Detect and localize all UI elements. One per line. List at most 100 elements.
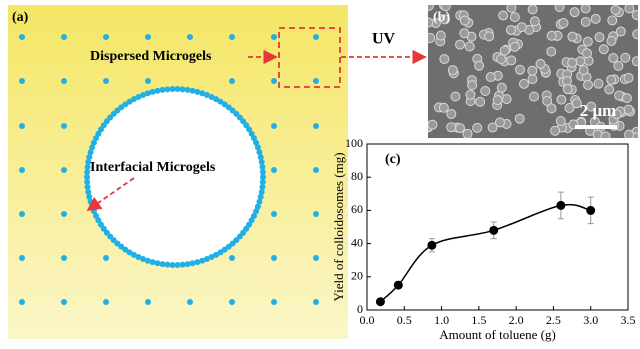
particle	[460, 29, 469, 38]
microgel	[19, 255, 25, 261]
microgel	[229, 255, 235, 261]
particle	[506, 25, 515, 34]
y-tick-label: 80	[351, 169, 363, 183]
y-tick-label: 0	[357, 302, 363, 316]
particle	[499, 11, 508, 20]
sem-image	[424, 1, 640, 142]
particle	[568, 58, 577, 67]
microgel	[271, 34, 277, 40]
particle	[460, 16, 469, 25]
x-tick-label: 1.5	[471, 313, 486, 327]
particle	[624, 73, 633, 82]
particle	[563, 85, 572, 94]
particle	[625, 4, 634, 13]
annotation: UV	[372, 31, 396, 48]
microgel	[19, 211, 25, 217]
particle	[583, 37, 592, 46]
panel-label: (c)	[385, 152, 401, 167]
particle	[447, 109, 456, 118]
microgel	[271, 255, 277, 261]
particle	[530, 17, 539, 26]
x-tick-label: 0.5	[397, 313, 412, 327]
microgel	[19, 167, 25, 173]
data-point	[376, 297, 385, 306]
particle	[473, 123, 482, 132]
particle	[536, 59, 545, 68]
interfacial-microgel	[260, 169, 266, 175]
particle	[424, 18, 433, 27]
microgel	[103, 255, 109, 261]
particle	[424, 1, 433, 10]
microgel	[61, 211, 67, 217]
microgel	[313, 211, 319, 217]
microgel	[19, 123, 25, 129]
particle	[601, 132, 610, 141]
annotation: Interfacial Microgels	[90, 160, 216, 175]
particle	[581, 4, 590, 13]
microgel	[229, 34, 235, 40]
data-point	[556, 201, 565, 210]
y-tick-label: 40	[351, 235, 363, 249]
particle	[475, 61, 484, 70]
x-tick-label: 3.5	[621, 313, 636, 327]
particle	[557, 95, 566, 104]
particle	[519, 79, 528, 88]
particle	[426, 34, 435, 43]
data-point	[427, 241, 436, 250]
particle	[568, 32, 577, 41]
particle	[622, 94, 631, 103]
x-tick-label: 2.0	[509, 313, 524, 327]
microgel	[229, 78, 235, 84]
particle	[515, 114, 524, 123]
x-axis-label: Amount of toluene (g)	[439, 327, 556, 342]
particle	[440, 55, 449, 64]
microgel	[229, 299, 235, 305]
particle	[632, 57, 640, 66]
particle	[515, 65, 524, 74]
particle	[599, 45, 608, 54]
plot-frame	[367, 144, 628, 310]
particle	[497, 83, 506, 92]
microgel	[313, 299, 319, 305]
annotation: Dispersed Microgels	[90, 49, 212, 64]
particle	[607, 75, 616, 84]
microgel	[313, 255, 319, 261]
data-point	[586, 206, 595, 215]
particle	[476, 97, 485, 106]
particle	[609, 53, 618, 62]
particle	[485, 32, 494, 41]
particle	[621, 53, 630, 62]
particle	[632, 11, 640, 20]
panel-label: (a)	[12, 10, 29, 25]
microgel	[103, 299, 109, 305]
particle	[551, 126, 560, 135]
microgel	[19, 78, 25, 84]
microgel	[61, 167, 67, 173]
particle	[497, 55, 506, 64]
microgel	[61, 34, 67, 40]
particle	[555, 3, 564, 12]
y-tick-label: 100	[345, 136, 363, 150]
data-point	[489, 226, 498, 235]
figure: (a) Dispersed Microgels Interfacial Micr…	[0, 0, 640, 344]
particle	[500, 46, 509, 55]
particle	[517, 23, 526, 32]
particle	[570, 8, 579, 17]
particle	[528, 66, 537, 75]
microgel	[271, 123, 277, 129]
scale-bar	[575, 125, 617, 129]
y-axis-label: Yield of colloidosomes (mg)	[331, 152, 346, 301]
microgel	[103, 34, 109, 40]
microgel	[61, 123, 67, 129]
particle	[591, 14, 600, 23]
particle	[556, 117, 565, 126]
particle	[559, 19, 568, 28]
scale-bar-label: 2 μm	[580, 101, 617, 120]
particle	[528, 75, 537, 84]
particle	[595, 33, 604, 42]
panel-label: (b)	[433, 10, 450, 25]
particle	[624, 105, 633, 114]
particle	[510, 42, 519, 51]
microgel	[19, 34, 25, 40]
x-tick-label: 3.0	[583, 313, 598, 327]
